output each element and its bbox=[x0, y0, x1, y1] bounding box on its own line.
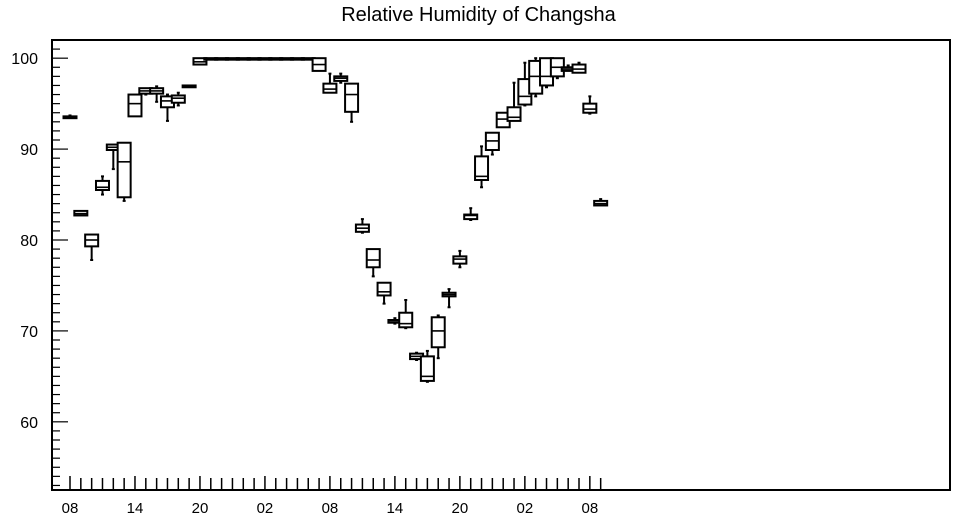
x-tick-label: 14 bbox=[387, 500, 404, 517]
x-tick-label: 08 bbox=[62, 500, 79, 517]
box bbox=[127, 93, 143, 118]
box bbox=[116, 141, 132, 199]
plot-frame bbox=[51, 39, 951, 491]
x-tick-label: 08 bbox=[322, 500, 339, 517]
box bbox=[474, 155, 490, 181]
chart-title: Relative Humidity of Changsha bbox=[341, 4, 616, 26]
y-tick-label: 80 bbox=[20, 233, 38, 250]
box bbox=[582, 102, 598, 114]
box bbox=[322, 82, 338, 94]
x-tick-label: 20 bbox=[192, 500, 209, 517]
y-tick-label: 70 bbox=[20, 324, 38, 341]
y-tick-label: 60 bbox=[20, 415, 38, 432]
box bbox=[398, 311, 414, 329]
box bbox=[344, 82, 360, 113]
x-tick-label: 08 bbox=[581, 500, 598, 517]
y-tick-label: 90 bbox=[20, 142, 38, 159]
x-tick-label: 02 bbox=[257, 500, 274, 517]
box bbox=[419, 355, 435, 382]
box bbox=[463, 213, 479, 221]
box bbox=[452, 255, 468, 265]
y-tick-label: 100 bbox=[11, 51, 38, 68]
box bbox=[430, 316, 446, 349]
box bbox=[376, 281, 392, 297]
box bbox=[365, 248, 381, 269]
box bbox=[506, 106, 522, 122]
x-tick-label: 02 bbox=[517, 500, 534, 517]
box bbox=[170, 94, 186, 104]
x-tick-label: 14 bbox=[127, 500, 144, 517]
x-tick-label: 20 bbox=[452, 500, 469, 517]
box bbox=[94, 179, 110, 191]
